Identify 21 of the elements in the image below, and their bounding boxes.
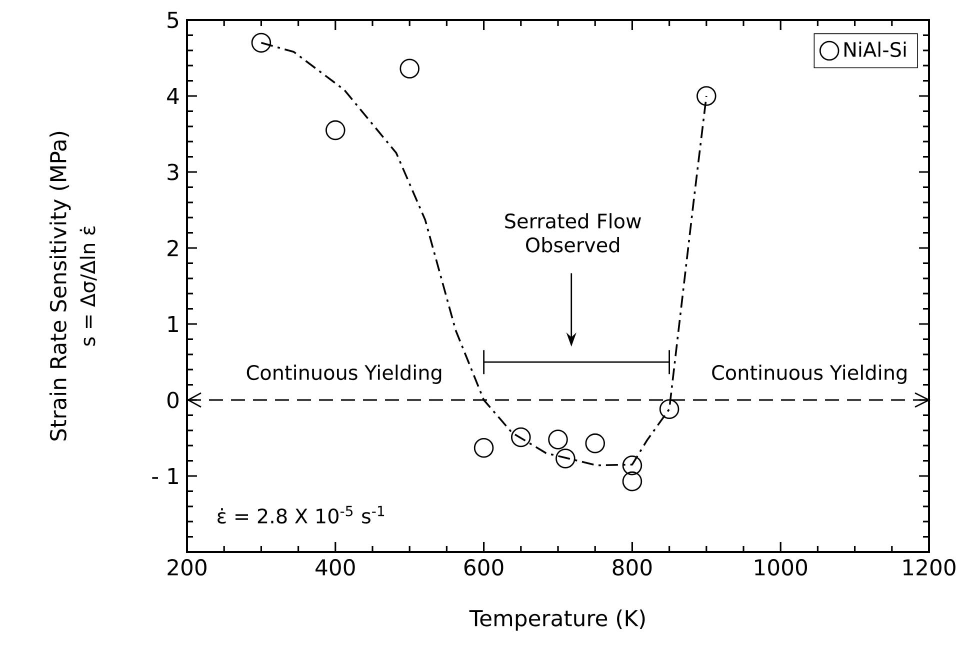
x-tick-label: 1000 (755, 559, 808, 576)
text: s = Δσ/Δln ε̇ (80, 226, 97, 346)
x-tick-label: 600 (464, 559, 504, 576)
x-tick-label: 800 (612, 559, 652, 576)
x-axis-title: Temperature (K) (469, 610, 645, 631)
y-axis-title: Strain Rate Sensitivity (MPa) (50, 132, 71, 440)
x-tick-label: 1200 (904, 559, 956, 576)
y-tick-label: 3 (168, 164, 178, 180)
y-tick-label: 4 (167, 88, 179, 104)
y-tick-label: 2 (168, 240, 178, 256)
x-tick-label: 200 (168, 559, 206, 576)
y-tick-label: - 1 (152, 468, 178, 484)
y-tick-label: 0 (167, 392, 178, 408)
annotation: Continuous Yielding (712, 364, 906, 384)
annotation: ε̇ = 2.8 X 10$^{-5}$ s$^{-1}$ (218, 506, 384, 524)
annotation: Serrated Flow Observed (505, 213, 641, 252)
x-tick-label: 400 (316, 559, 355, 576)
legend-label: NiAl-Si (844, 42, 906, 58)
annotation: Continuous Yielding (246, 364, 442, 384)
y-tick-label: 5 (168, 12, 178, 28)
y-tick-label: 1 (168, 316, 178, 332)
